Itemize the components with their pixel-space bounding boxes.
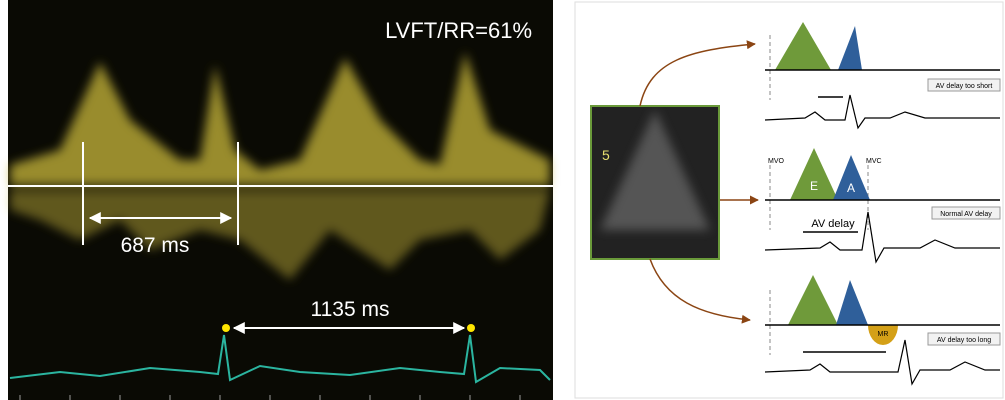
e-label: E bbox=[810, 179, 818, 193]
r-wave-marker bbox=[222, 324, 230, 332]
mvc-label: MVC bbox=[866, 158, 882, 165]
r-wave-marker bbox=[467, 324, 475, 332]
row-caption: AV delay too long bbox=[937, 337, 991, 344]
rr-interval-label: 1135 ms bbox=[311, 298, 390, 321]
row-caption: Normal AV delay bbox=[940, 211, 992, 218]
mvo-label: MVO bbox=[768, 158, 785, 165]
row-caption: AV delay too short bbox=[936, 83, 993, 90]
figure: LVFT/RR=61% 687 ms 1135 ms 5 AV delay to… bbox=[0, 0, 1005, 400]
echo-depth: 5 bbox=[602, 147, 610, 163]
filling-time-label: 687 ms bbox=[121, 234, 190, 257]
delay-label: AV delay bbox=[811, 218, 855, 230]
doppler-panel: LVFT/RR=61% 687 ms 1135 ms bbox=[8, 0, 553, 400]
diagram-panel: 5 AV delay too short E A MVO MVC Normal … bbox=[575, 2, 1003, 398]
mr-label: MR bbox=[878, 331, 889, 338]
a-label: A bbox=[847, 181, 855, 195]
ratio-label: LVFT/RR=61% bbox=[385, 18, 532, 43]
